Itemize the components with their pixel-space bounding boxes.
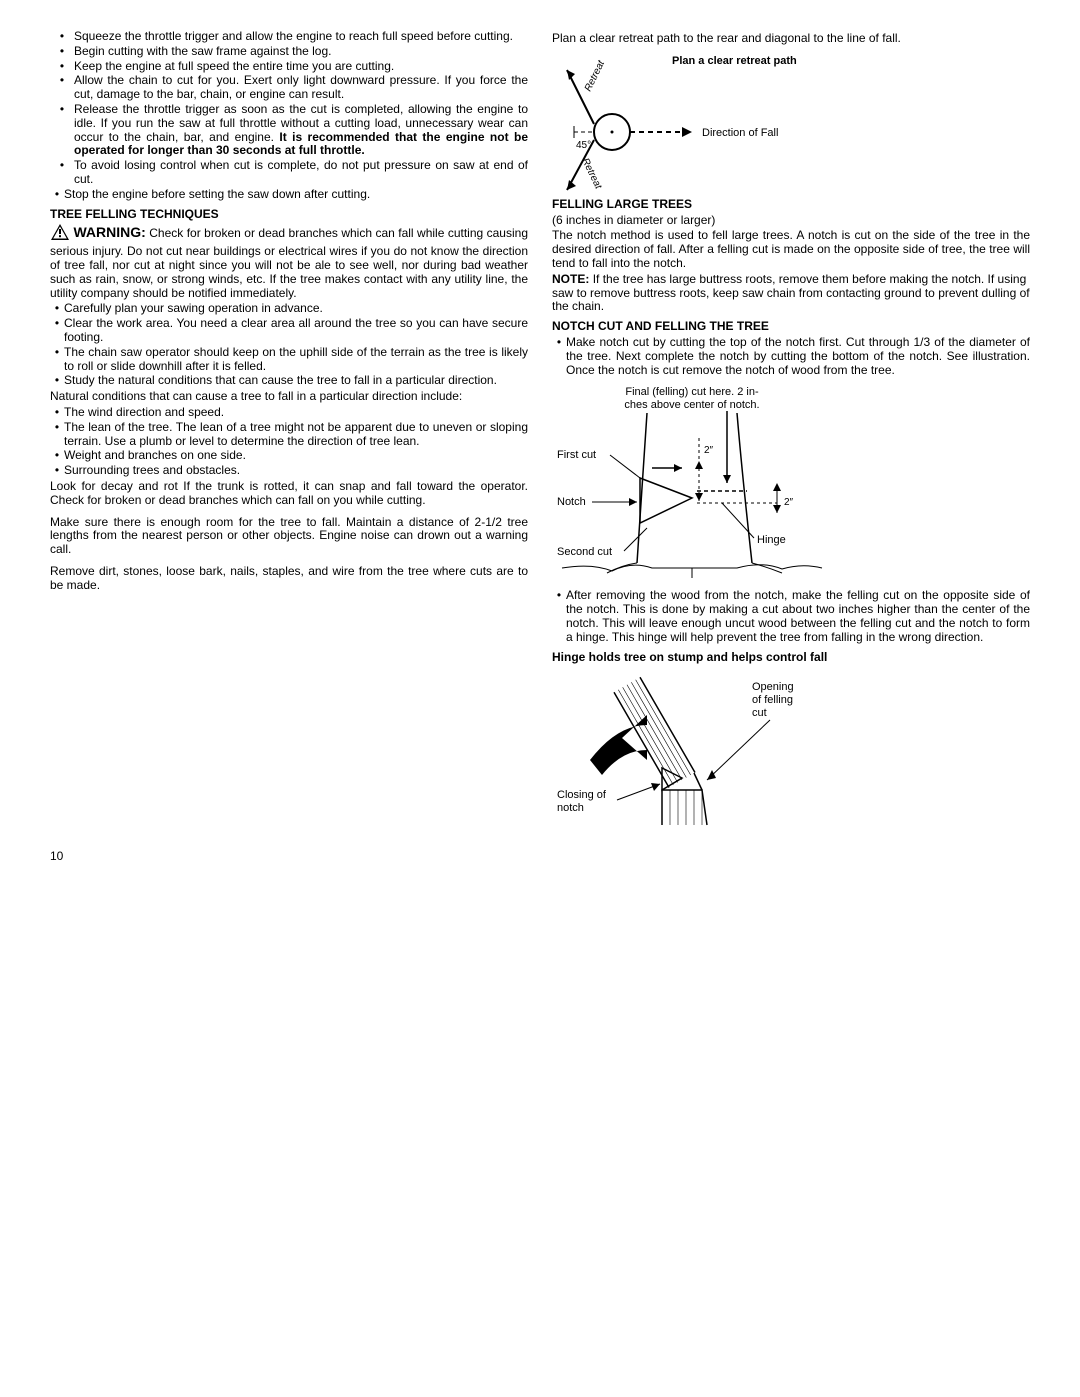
- para-natural: Natural conditions that can cause a tree…: [50, 390, 528, 404]
- text: Stop the engine before setting the saw d…: [64, 188, 528, 202]
- svg-text:of felling: of felling: [752, 694, 793, 706]
- svg-text:Hinge: Hinge: [757, 534, 786, 546]
- svg-text:Direction of Fall: Direction of Fall: [702, 127, 778, 139]
- text: The chain saw operator should keep on th…: [64, 346, 528, 374]
- notch-diagram-icon: Final (felling) cut here. 2 in- ches abo…: [552, 383, 832, 583]
- figure-notch-cut: Final (felling) cut here. 2 in- ches abo…: [552, 383, 1030, 583]
- page-columns: Squeeze the throttle trigger and allow t…: [50, 30, 1030, 836]
- svg-text:cut: cut: [752, 707, 767, 719]
- list-after-notch: After removing the wood from the notch, …: [552, 589, 1030, 644]
- retreat-diagram-icon: Plan a clear retreat path Retreat Direct…: [552, 52, 832, 192]
- list-item: Make notch cut by cutting the top of the…: [552, 336, 1030, 377]
- warning-icon: [50, 223, 70, 245]
- text: Begin cutting with the saw frame against…: [74, 45, 528, 59]
- svg-text:Opening: Opening: [752, 681, 794, 693]
- list-item: Squeeze the throttle trigger and allow t…: [50, 30, 528, 44]
- svg-text:notch: notch: [557, 802, 584, 814]
- warning-block: WARNING: Check for broken or dead branch…: [50, 223, 528, 300]
- page-number: 10: [50, 850, 1030, 864]
- list-item: The wind direction and speed.: [50, 406, 528, 420]
- figure-hinge: Opening of felling cut Closing of notch: [552, 670, 1030, 830]
- para-plan-retreat: Plan a clear retreat path to the rear an…: [552, 32, 1030, 46]
- text: Keep the engine at full speed the entire…: [74, 60, 528, 74]
- text: Surrounding trees and obstacles.: [64, 464, 528, 478]
- list-item: The chain saw operator should keep on th…: [50, 346, 528, 374]
- list-item: Clear the work area. You need a clear ar…: [50, 317, 528, 345]
- left-column: Squeeze the throttle trigger and allow t…: [50, 30, 528, 836]
- list-item: Surrounding trees and obstacles.: [50, 464, 528, 478]
- svg-text:First cut: First cut: [557, 449, 596, 461]
- list-conditions: The wind direction and speed. The lean o…: [50, 406, 528, 478]
- right-column: Plan a clear retreat path to the rear an…: [552, 30, 1030, 836]
- para-remove: Remove dirt, stones, loose bark, nails, …: [50, 565, 528, 593]
- svg-text:Final (felling) cut here. 2 in: Final (felling) cut here. 2 in-: [625, 386, 759, 398]
- list-notch-steps: Make notch cut by cutting the top of the…: [552, 336, 1030, 377]
- text: Release the throttle trigger as soon as …: [74, 103, 528, 158]
- text: Weight and branches on one side.: [64, 449, 528, 463]
- figure-retreat-path: Plan a clear retreat path Retreat Direct…: [552, 52, 1030, 192]
- warning-label: WARNING:: [73, 224, 145, 240]
- svg-text:Retreat: Retreat: [579, 156, 604, 191]
- note-text: If the tree has large buttress roots, re…: [552, 272, 1030, 314]
- svg-text:Notch: Notch: [557, 496, 586, 508]
- list-item: Weight and branches on one side.: [50, 449, 528, 463]
- text: The lean of the tree. The lean of a tree…: [64, 421, 528, 449]
- text: To avoid losing control when cut is comp…: [74, 159, 528, 187]
- list-item: Begin cutting with the saw frame against…: [50, 45, 528, 59]
- list-item: Allow the chain to cut for you. Exert on…: [50, 74, 528, 102]
- para-room: Make sure there is enough room for the t…: [50, 516, 528, 557]
- text: The wind direction and speed.: [64, 406, 528, 420]
- svg-text:Second cut: Second cut: [557, 546, 612, 558]
- list-stop: Stop the engine before setting the saw d…: [50, 188, 528, 202]
- svg-text:Closing of: Closing of: [557, 789, 607, 801]
- svg-text:2″: 2″: [704, 445, 714, 456]
- list-item: Carefully plan your sawing operation in …: [50, 302, 528, 316]
- text: Make notch cut by cutting the top of the…: [566, 336, 1030, 377]
- list-item: Keep the engine at full speed the entire…: [50, 60, 528, 74]
- list-item: Study the natural conditions that can ca…: [50, 374, 528, 388]
- text: After removing the wood from the notch, …: [566, 589, 1030, 644]
- list-item: To avoid losing control when cut is comp…: [50, 159, 528, 187]
- para-decay: Look for decay and rot If the trunk is r…: [50, 480, 528, 508]
- heading-felling-large: FELLING LARGE TREES: [552, 198, 1030, 212]
- text: Clear the work area. You need a clear ar…: [64, 317, 528, 345]
- svg-text:ches above center of notch.: ches above center of notch.: [624, 399, 759, 411]
- heading-hinge: Hinge holds tree on stump and helps cont…: [552, 651, 1030, 665]
- para-6in: (6 inches in diameter or larger): [552, 214, 1030, 228]
- hinge-diagram-icon: Opening of felling cut Closing of notch: [552, 670, 832, 830]
- note-label: NOTE:: [552, 272, 589, 286]
- svg-text:Plan a clear retreat path: Plan a clear retreat path: [672, 55, 797, 67]
- text: Squeeze the throttle trigger and allow t…: [74, 30, 528, 44]
- list-item: Stop the engine before setting the saw d…: [50, 188, 528, 202]
- text: Allow the chain to cut for you. Exert on…: [74, 74, 528, 102]
- note-block: NOTE: If the tree has large buttress roo…: [552, 273, 1030, 314]
- list-item: Release the throttle trigger as soon as …: [50, 103, 528, 158]
- text: Carefully plan your sawing operation in …: [64, 302, 528, 316]
- list-cutting: Squeeze the throttle trigger and allow t…: [50, 30, 528, 187]
- list-item: The lean of the tree. The lean of a tree…: [50, 421, 528, 449]
- heading-notch-cut: NOTCH CUT AND FELLING THE TREE: [552, 320, 1030, 334]
- svg-text:2″: 2″: [784, 497, 794, 508]
- list-item: After removing the wood from the notch, …: [552, 589, 1030, 644]
- text: Study the natural conditions that can ca…: [64, 374, 528, 388]
- svg-text:Retreat: Retreat: [583, 58, 608, 93]
- para-notch-method: The notch method is used to fell large t…: [552, 229, 1030, 270]
- heading-tree-felling: TREE FELLING TECHNIQUES: [50, 208, 528, 222]
- list-plan: Carefully plan your sawing operation in …: [50, 302, 528, 388]
